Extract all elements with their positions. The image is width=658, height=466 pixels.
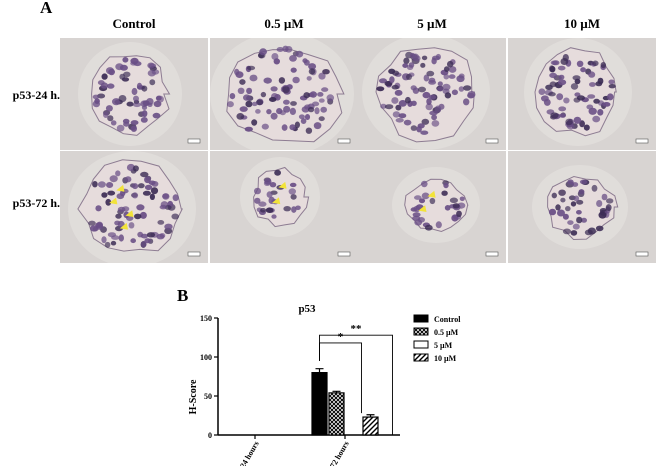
y-tick-label: 100 [200,353,212,362]
micrograph-0-5um-72h [210,151,358,263]
micrograph-5um-24h [358,38,506,150]
panel-a-letter: A [40,0,53,17]
micrograph-0-5um-24h [210,38,358,150]
significance-bracket [319,334,393,435]
column-header-5um: 5 µM [417,16,447,31]
y-tick-label: 50 [204,392,212,401]
error-bar [366,414,375,418]
micrograph-10um-24h [508,38,656,150]
significance-label: * [338,331,344,343]
row-label-72h: p53-72 h. [12,196,60,210]
column-header-10um: 10 µM [563,16,600,31]
bar [328,392,345,436]
row-label-24h: p53-24 h. [12,88,60,102]
column-header-0-5um: 0.5 µM [264,16,304,31]
y-axis-label: H-Score [188,379,199,414]
x-tick-label: 72 hours [328,440,351,466]
bar [311,371,328,436]
legend-label: 10 µM [434,354,457,363]
legend-swatch [413,340,429,349]
y-tick-label: 150 [200,314,212,323]
y-tick-label: 0 [208,431,212,440]
micrograph-control-24h [60,38,208,150]
legend-label: 5 µM [434,341,453,350]
micrograph-control-72h [60,151,208,263]
significance-label: ** [351,323,363,335]
bar [362,416,379,436]
legend-label: Control [434,315,461,324]
panel-b-letter: B [177,286,189,305]
x-tick-label: 24 hours [238,440,261,466]
legend-swatch [413,353,429,362]
error-bar [332,390,341,393]
error-bar [315,368,324,373]
chart-title: p53 [298,303,316,315]
column-header-control: Control [112,16,156,31]
legend-swatch [413,327,429,336]
micrograph-10um-72h [508,151,656,263]
legend-label: 0.5 µM [434,328,459,337]
legend-swatch [413,314,429,323]
micrograph-5um-72h [358,151,506,263]
